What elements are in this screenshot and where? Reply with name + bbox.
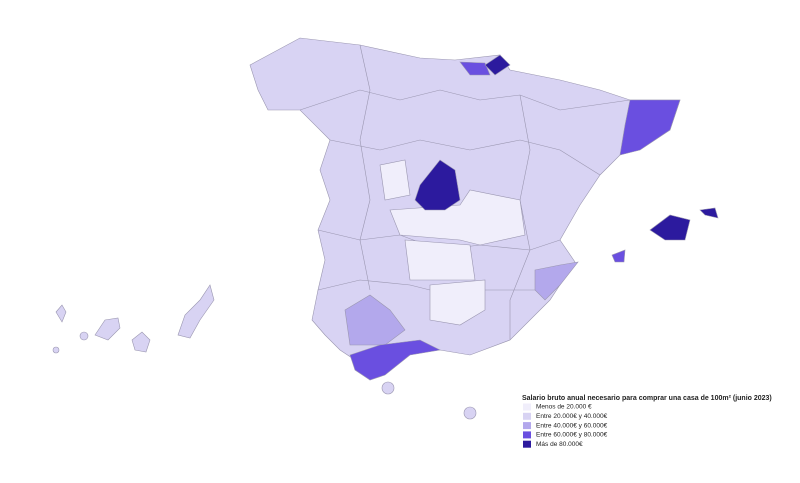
province — [534, 261, 579, 301]
island — [177, 284, 215, 339]
province — [619, 99, 681, 156]
island — [649, 214, 691, 241]
province — [389, 189, 526, 246]
border — [317, 279, 540, 291]
mainland — [249, 37, 681, 381]
province — [349, 339, 441, 381]
province — [414, 159, 461, 211]
island — [94, 317, 121, 341]
island — [611, 249, 626, 263]
legend-title: Salario bruto anual necesario para compr… — [522, 395, 772, 402]
border — [509, 94, 531, 340]
legend-label: Entre 60.000€ y 80.000€ — [536, 432, 608, 439]
island — [52, 346, 60, 354]
island — [55, 304, 67, 323]
border — [359, 44, 371, 291]
city — [463, 406, 477, 420]
legend: Salario bruto anual necesario para compr… — [522, 395, 772, 448]
islands — [52, 207, 719, 420]
legend-label: Más de 80.000€ — [536, 441, 583, 448]
province — [379, 159, 411, 201]
province — [404, 239, 476, 281]
legend-label: Menos de 20.000 € — [536, 404, 592, 411]
island — [79, 331, 89, 341]
legend-swatch — [523, 422, 531, 430]
legend-swatch — [523, 431, 531, 439]
province — [344, 294, 406, 346]
legend-label: Entre 40.000€ y 60.000€ — [536, 422, 608, 429]
province — [484, 54, 511, 76]
border — [329, 139, 601, 176]
province — [459, 61, 491, 76]
legend-label: Entre 20.000€ y 40.000€ — [536, 413, 608, 420]
island — [131, 331, 151, 353]
province — [429, 279, 486, 326]
island — [699, 207, 719, 219]
legend-swatch — [523, 412, 531, 420]
legend-swatch — [523, 440, 531, 448]
legend-swatch — [523, 403, 531, 411]
border — [299, 89, 631, 111]
city — [381, 381, 395, 395]
